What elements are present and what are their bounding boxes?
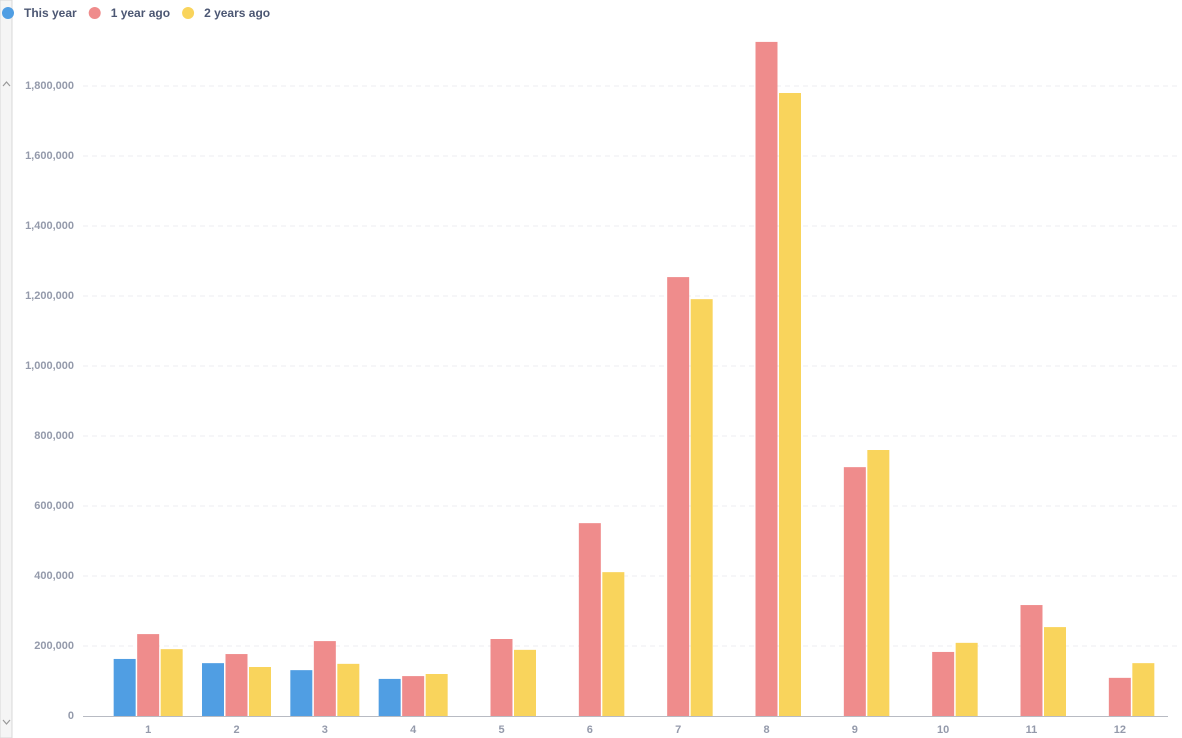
- bar: [337, 663, 360, 716]
- bar: [202, 663, 224, 716]
- y-tick-label: 600,000: [34, 500, 74, 512]
- legend-swatch: [88, 7, 101, 19]
- x-tick-label: 1: [145, 724, 151, 736]
- bar: [514, 649, 536, 716]
- x-tick-label: 11: [1026, 724, 1038, 736]
- x-tick-label: 7: [675, 724, 681, 736]
- bar: [137, 634, 160, 716]
- legend-label: 2 years ago: [204, 6, 270, 20]
- bar: [779, 93, 801, 716]
- y-tick-label: 800,000: [34, 430, 74, 442]
- x-tick-label: 8: [763, 724, 769, 736]
- legend-swatch: [182, 7, 195, 19]
- bar: [843, 467, 866, 716]
- bar: [755, 41, 778, 716]
- bar: [290, 670, 313, 716]
- bar: [690, 299, 713, 716]
- bar: [1132, 663, 1155, 716]
- y-tick-label: 1,000,000: [25, 360, 74, 372]
- bar: [578, 523, 601, 716]
- x-tick-label: 2: [233, 724, 239, 736]
- y-tick-label: 1,400,000: [25, 220, 74, 232]
- x-tick-label: 3: [322, 724, 328, 736]
- side-scrollbar: [0, 0, 13, 738]
- y-tick-label: 0: [68, 710, 74, 722]
- y-tick-label: 1,600,000: [25, 150, 74, 162]
- bar: [932, 651, 955, 716]
- y-tick-label: 1,800,000: [25, 80, 74, 92]
- y-tick-label: 1,200,000: [25, 290, 74, 302]
- y-tick-label: 200,000: [34, 640, 74, 652]
- bar: [667, 277, 690, 716]
- bar: [1108, 677, 1131, 716]
- bar: [225, 654, 248, 716]
- bar: [1044, 627, 1066, 716]
- x-tick-label: 5: [498, 724, 504, 736]
- x-tick-label: 6: [587, 724, 593, 736]
- legend-label: 1 year ago: [111, 6, 170, 20]
- bar: [378, 678, 401, 716]
- y-tick-label: 400,000: [34, 570, 74, 582]
- x-tick-label: 10: [937, 724, 949, 736]
- x-tick-label: 9: [852, 724, 858, 736]
- bar: [867, 450, 890, 716]
- bar: [160, 649, 183, 716]
- bar: [1020, 605, 1043, 716]
- legend-swatch: [2, 7, 14, 19]
- bar: [602, 572, 625, 716]
- bar: [955, 642, 978, 716]
- x-tick-label: 12: [1114, 724, 1126, 736]
- bar: [313, 641, 336, 716]
- legend-label: This year: [24, 6, 77, 20]
- bar: [425, 674, 448, 716]
- bar: [402, 676, 425, 716]
- bar: [113, 658, 136, 716]
- bar: [490, 639, 513, 716]
- bar: [249, 667, 271, 716]
- x-tick-label: 4: [410, 724, 417, 736]
